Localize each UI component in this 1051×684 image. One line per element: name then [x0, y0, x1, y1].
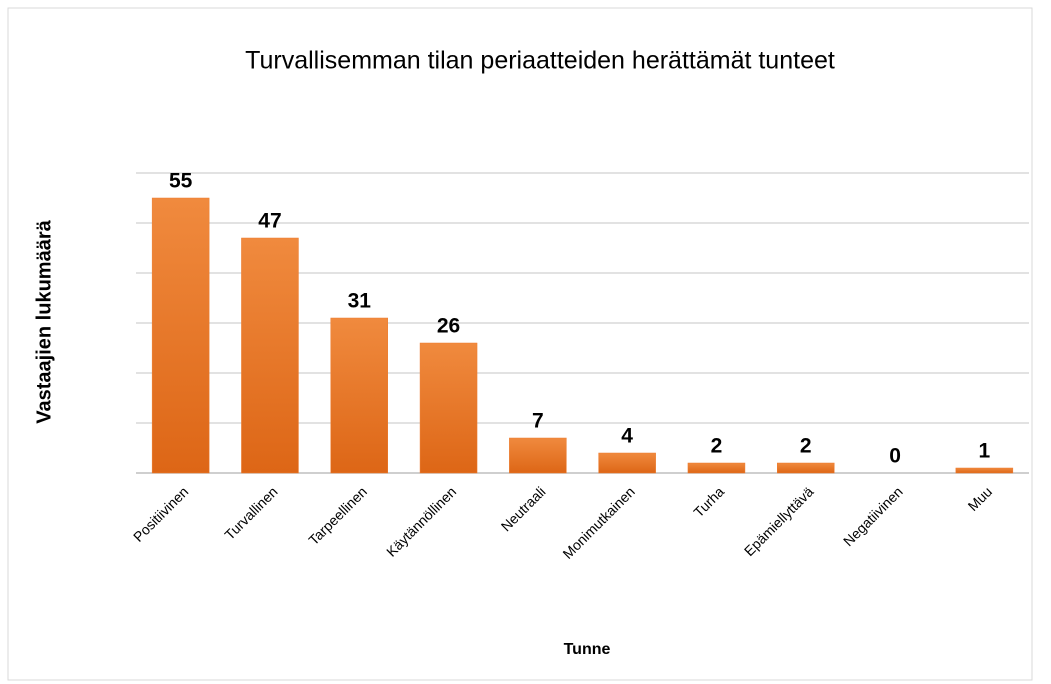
bar [241, 237, 299, 474]
bar [598, 452, 656, 474]
chart-title: Turvallisemman tilan periaatteiden herät… [245, 47, 835, 75]
bar [151, 197, 210, 474]
data-label: 55 [169, 170, 193, 193]
bar [509, 437, 567, 474]
bar [687, 462, 746, 474]
y-axis-title: Vastaajien lukumäärä [33, 219, 55, 423]
bar [419, 342, 478, 474]
bar [955, 467, 1014, 474]
x-axis-title: Tunne [564, 641, 611, 658]
data-label: 26 [437, 315, 460, 338]
bar [777, 462, 835, 474]
data-label: 0 [889, 445, 901, 468]
data-label: 2 [800, 435, 812, 458]
data-label: 2 [711, 435, 723, 458]
bar [330, 317, 388, 474]
data-label: 1 [979, 440, 991, 463]
data-label: 31 [348, 290, 372, 313]
data-label: 4 [621, 425, 633, 448]
data-label: 47 [258, 210, 281, 233]
data-label: 7 [532, 410, 544, 433]
